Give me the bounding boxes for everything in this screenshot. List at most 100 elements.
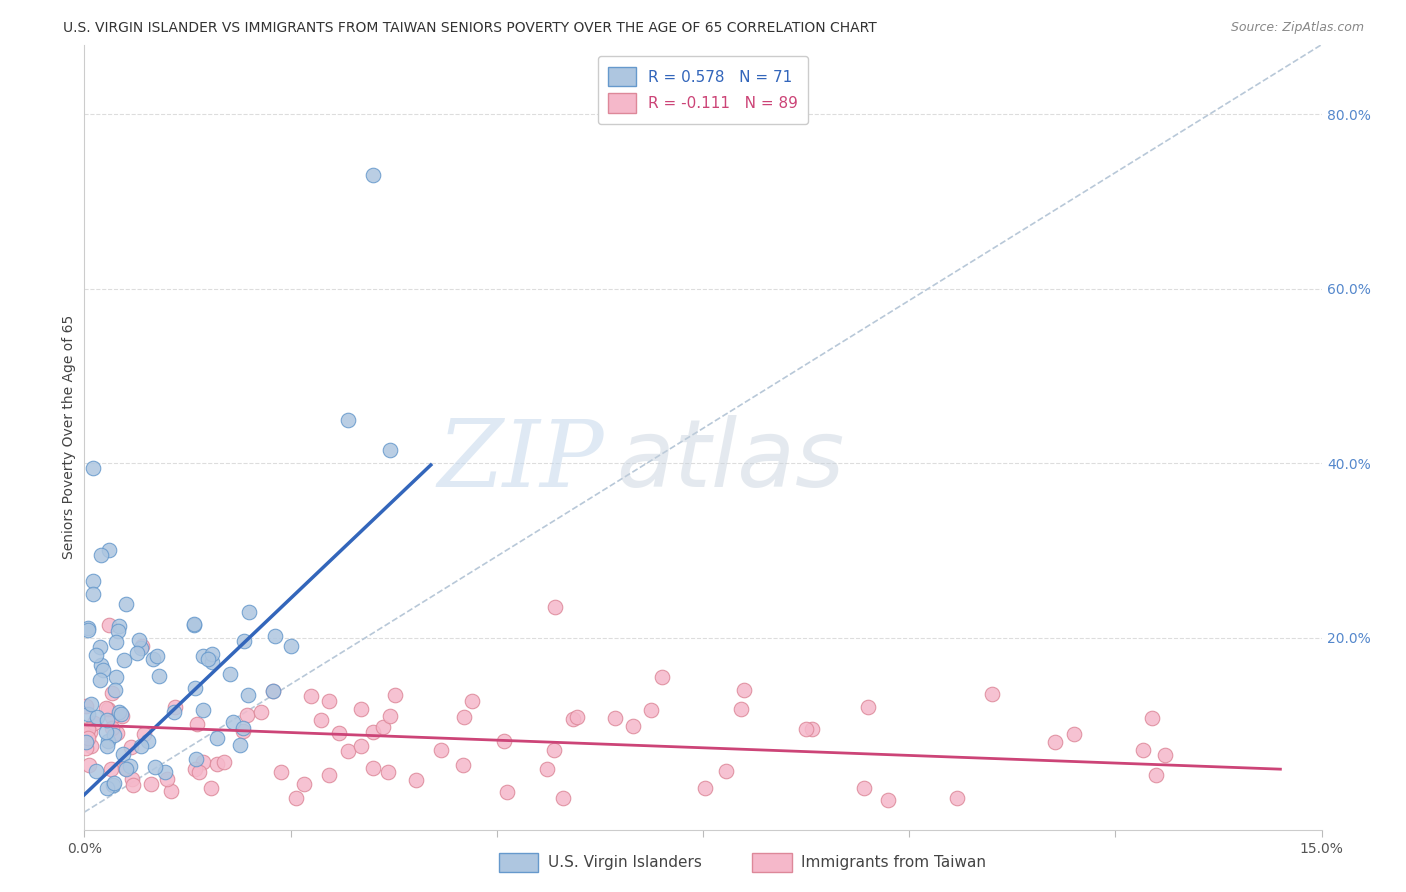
Point: [730, 702, 752, 716]
Point: [212, 755, 235, 769]
Point: [714, 764, 737, 778]
Point: [693, 780, 716, 795]
Point: [96, 713, 118, 727]
Point: [75, 699, 97, 714]
Point: [184, 752, 207, 766]
Point: [86, 709, 108, 723]
Point: [100, 721, 122, 735]
Point: [200, 781, 222, 796]
Legend: R = 0.578   N = 71, R = -0.111   N = 89: R = 0.578 N = 71, R = -0.111 N = 89: [598, 56, 808, 124]
Point: [76, 722, 98, 736]
Point: [104, 670, 127, 684]
Point: [146, 648, 169, 663]
Point: [101, 686, 124, 700]
Point: [621, 719, 644, 733]
Point: [191, 756, 214, 770]
Point: [232, 724, 254, 739]
Point: [107, 619, 129, 633]
Point: [285, 791, 308, 805]
Point: [127, 646, 149, 660]
Point: [84, 764, 107, 778]
Point: [96, 780, 118, 795]
Point: [75, 741, 97, 756]
Point: [280, 640, 302, 654]
Point: [131, 640, 153, 654]
Point: [134, 727, 156, 741]
Point: [1132, 743, 1154, 757]
Point: [89, 640, 111, 654]
Point: [80, 739, 103, 754]
Point: [219, 667, 242, 681]
Point: [794, 722, 817, 736]
Point: [110, 707, 132, 722]
Point: [79, 725, 101, 739]
Point: [129, 739, 152, 753]
Point: [103, 775, 125, 789]
Point: [77, 623, 100, 637]
Point: [495, 785, 517, 799]
Text: atlas: atlas: [616, 415, 845, 506]
Point: [605, 710, 627, 724]
Point: [163, 705, 186, 719]
Point: [384, 688, 406, 702]
Point: [79, 757, 101, 772]
Point: [980, 687, 1002, 701]
Point: [309, 713, 332, 727]
Point: [82, 460, 104, 475]
Point: [852, 780, 875, 795]
Text: Source: ZipAtlas.com: Source: ZipAtlas.com: [1230, 21, 1364, 34]
Point: [350, 739, 373, 753]
Point: [461, 694, 484, 708]
Point: [801, 722, 824, 736]
Text: Immigrants from Taiwan: Immigrants from Taiwan: [801, 855, 987, 870]
Point: [98, 617, 121, 632]
Point: [640, 704, 662, 718]
Point: [90, 548, 112, 562]
Point: [565, 710, 588, 724]
Point: [121, 772, 143, 787]
Point: [236, 688, 259, 702]
Point: [98, 543, 121, 558]
Point: [238, 605, 260, 619]
Y-axis label: Seniors Poverty Over the Age of 65: Seniors Poverty Over the Age of 65: [62, 315, 76, 559]
Point: [378, 443, 401, 458]
Point: [183, 617, 205, 632]
Point: [105, 635, 128, 649]
Point: [142, 652, 165, 666]
Point: [451, 757, 474, 772]
Point: [107, 706, 129, 720]
Point: [856, 700, 879, 714]
Point: [77, 621, 100, 635]
Point: [103, 728, 125, 742]
Point: [160, 783, 183, 797]
Point: [191, 648, 214, 663]
Point: [405, 772, 427, 787]
Point: [946, 791, 969, 805]
Point: [97, 702, 120, 716]
Text: ZIP: ZIP: [437, 416, 605, 506]
Point: [492, 734, 515, 748]
Point: [1144, 768, 1167, 782]
Point: [651, 670, 673, 684]
Point: [80, 697, 103, 711]
Point: [1043, 734, 1066, 748]
Point: [197, 652, 219, 666]
Point: [361, 169, 384, 183]
Point: [82, 587, 104, 601]
Point: [184, 762, 207, 776]
Point: [136, 733, 159, 747]
Point: [115, 762, 138, 776]
Point: [120, 739, 142, 754]
Point: [83, 716, 105, 731]
Point: [183, 618, 205, 632]
Point: [337, 743, 360, 757]
Point: [371, 720, 394, 734]
Point: [222, 715, 245, 730]
Point: [318, 694, 340, 708]
Point: [156, 772, 179, 787]
Point: [235, 708, 257, 723]
Point: [84, 648, 107, 662]
Point: [94, 725, 117, 739]
Point: [148, 668, 170, 682]
Point: [75, 735, 97, 749]
